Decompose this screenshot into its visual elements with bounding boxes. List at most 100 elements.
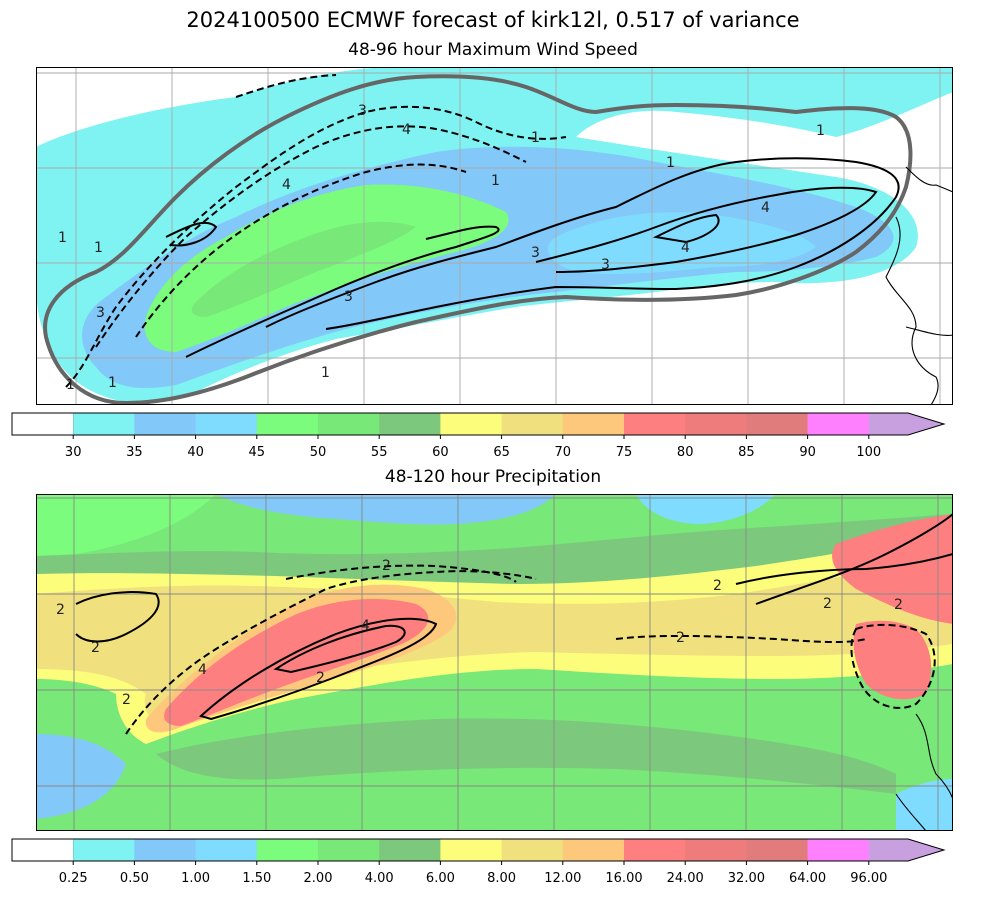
wind-contour-label: 3 (344, 289, 353, 305)
wind-contour-label: 4 (402, 122, 411, 138)
precip-contour-dashed-b (285, 564, 517, 583)
wind-colorbar-color-cell (11, 412, 75, 436)
precip-contour-label: 2 (713, 578, 722, 594)
precip-contour-label: 2 (316, 670, 325, 686)
precip-contour-solid-d (735, 553, 953, 585)
precip-colorbar-tick-label: 96.00 (850, 871, 887, 886)
wind-colorbar-tick-label: 75 (616, 445, 633, 460)
wind-contour-label: 1 (531, 130, 540, 146)
wind-field-35 (82, 146, 894, 388)
wind-colorbar-color-cell (440, 413, 503, 435)
wind-contour-label: 1 (58, 230, 67, 246)
precip-colorbar-tick-label: 6.00 (426, 871, 455, 886)
wind-colorbar-tick-label: 35 (126, 445, 143, 460)
precip-colorbar-tick-label: 32.00 (728, 871, 765, 886)
wind-colorbar-color-cell (685, 413, 747, 435)
wind-contour-dashed-b (95, 125, 527, 348)
wind-colorbar-tick-label: 80 (677, 445, 694, 460)
precip-field-cyan-top (636, 494, 776, 524)
precip-colorbar-tick-label: 8.00 (487, 871, 516, 886)
wind-contour-label: 3 (601, 257, 610, 273)
wind-contour-solid-c (535, 186, 878, 273)
figure-title: 2024100500 ECMWF forecast of kirk12l, 0.… (186, 8, 800, 32)
wind-colorbar-color-cell (73, 413, 135, 435)
wind-colorbar-tick-label: 45 (249, 445, 266, 460)
precip-contour-label: 2 (91, 640, 100, 656)
precip-contour-label: 2 (676, 630, 685, 646)
wind-colorbar-color-cell (195, 413, 258, 435)
panel-1-title: 48-96 hour Maximum Wind Speed (348, 40, 638, 60)
precip-colorbar-color-cell (195, 839, 258, 861)
precip-colorbar-color-cell (379, 839, 441, 861)
precip-colorbar-color-cell (440, 839, 503, 861)
precip-field-blue-top (216, 494, 556, 525)
wind-colorbar-color-cell (868, 413, 944, 435)
precip-colorbar-tick-label: 64.00 (789, 871, 826, 886)
precip-field-lightgreen-top (36, 494, 216, 556)
precip-colorbar-color-cell (73, 839, 135, 861)
precip-contour-solid-a (199, 617, 438, 721)
precip-field-dark-b (156, 718, 896, 794)
coastline-africa (905, 326, 953, 336)
wind-contour-dashed-c (135, 163, 467, 338)
precip-field-cyan-bottom (896, 779, 953, 831)
wind-contour-label: 4 (681, 240, 690, 256)
precip-colorbar-tick-label: 2.00 (304, 871, 333, 886)
coastline-europe (905, 166, 953, 193)
precip-contour-label: 4 (361, 618, 370, 634)
wind-field-40 (547, 212, 816, 275)
precip-colorbar-tick-label: 1.00 (181, 871, 210, 886)
wind-colorbar-tick-label: 40 (187, 445, 204, 460)
wind-map: 3 4 3 4 1 1 1 1 1 1 4 4 3 3 3 1 1 1 (36, 67, 953, 405)
panel-2-title: 48-120 hour Precipitation (384, 467, 602, 487)
precip-colorbar: 0.25 0.50 1.00 1.50 2.00 4.00 6.00 8.00 12.00 16.… (11, 838, 946, 886)
precip-colorbar-tick-label: 1.50 (242, 871, 271, 886)
precip-contour-label: 2 (122, 692, 131, 708)
precip-colorbar-tick-label: 24.00 (667, 871, 704, 886)
precip-contour-label: 4 (198, 662, 207, 678)
wind-contour-solid-d (652, 213, 720, 244)
precip-colorbar-color-cell (746, 839, 809, 861)
precip-contour-solid-e (75, 591, 160, 643)
precip-map: 2 2 2 2 2 2 4 4 2 2 2 (36, 494, 953, 831)
wind-contour-label: 4 (761, 200, 770, 216)
wind-contour-label: 3 (531, 245, 540, 261)
wind-contour-solid-e (165, 221, 218, 247)
wind-colorbar-tick-label: 55 (371, 445, 388, 460)
wind-contour-label: 1 (666, 155, 675, 171)
wind-colorbar-tick-label: 50 (310, 445, 327, 460)
precip-colorbar-tick-label: 0.25 (59, 871, 88, 886)
wind-colorbar-tick-label: 65 (493, 445, 510, 460)
wind-colorbar-color-cell (134, 413, 197, 435)
wind-contour-label: 1 (108, 375, 117, 391)
wind-field-50 (191, 221, 416, 317)
precip-colorbar-color-cell (318, 839, 380, 861)
wind-map-frame (36, 67, 953, 405)
wind-colorbar-tick-label: 60 (432, 445, 449, 460)
storm-track-envelope (43, 74, 913, 405)
precip-contour-solid-b (273, 624, 406, 674)
precip-contour-label: 2 (823, 596, 832, 612)
wind-colorbar-color-cell (318, 413, 380, 435)
wind-contour-label: 1 (491, 173, 500, 189)
wind-colorbar-tick-label: 90 (799, 445, 816, 460)
wind-colorbar-color-cell (379, 413, 441, 435)
wind-contour-solid-b (265, 157, 900, 330)
wind-colorbar-color-cell (807, 413, 870, 435)
precip-colorbar-color-cell (685, 839, 747, 861)
wind-contour-dashed-d (235, 74, 337, 98)
wind-colorbar-color-cell (746, 413, 809, 435)
precip-colorbar-outline (11, 838, 946, 862)
precip-contour-dashed-d (850, 623, 936, 709)
wind-contour-solid-a (185, 225, 500, 358)
precip-colorbar-color-cell (624, 839, 686, 861)
precip-colorbar-color-cell (807, 839, 870, 861)
wind-colorbar: 30 35 40 45 50 55 60 65 70 75 80 85 90 100 (11, 412, 946, 460)
precip-colorbar-color-cell (134, 839, 197, 861)
wind-colorbar-tick-label: 30 (65, 445, 82, 460)
coastline-iberia-south (915, 713, 953, 800)
precip-colorbar-tick-label: 0.50 (120, 871, 149, 886)
wind-contour-label: 3 (358, 103, 367, 119)
wind-contour-label: 1 (321, 365, 330, 381)
precip-colorbar-color-cell (256, 839, 319, 861)
